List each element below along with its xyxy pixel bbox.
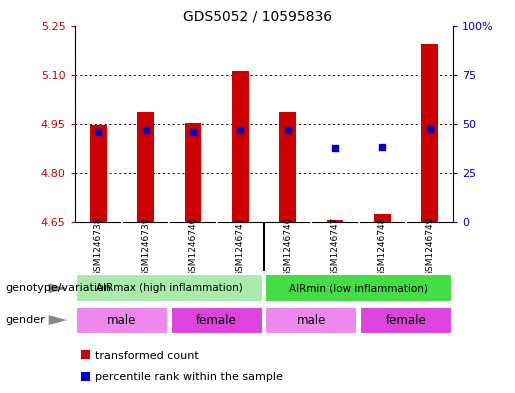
Point [283,127,291,133]
Bar [279,112,296,222]
Text: gender: gender [5,315,45,325]
Bar [327,220,343,222]
Text: female: female [196,314,237,327]
Text: AIRmin (low inflammation): AIRmin (low inflammation) [289,283,428,293]
Point [142,127,150,134]
Point [236,127,245,133]
Bar [421,44,438,222]
Bar [81,372,90,381]
Bar [265,274,452,302]
Bar [232,72,249,222]
Polygon shape [48,315,67,325]
Point [189,129,197,135]
Bar [138,112,154,222]
Text: male: male [107,314,136,327]
Point [331,145,339,152]
Text: GSM1246748: GSM1246748 [377,217,387,277]
Text: percentile rank within the sample: percentile rank within the sample [95,372,283,382]
Text: genotype/variation: genotype/variation [5,283,111,293]
Point [425,126,434,132]
Bar [81,351,90,359]
Text: male: male [297,314,326,327]
Polygon shape [48,283,67,293]
Bar [360,307,452,334]
Text: GSM1246738: GSM1246738 [94,217,103,277]
Text: GSM1246740: GSM1246740 [188,217,197,277]
Text: GSM1246739: GSM1246739 [141,217,150,277]
Bar [76,307,168,334]
Text: transformed count: transformed count [95,351,199,361]
Text: GDS5052 / 10595836: GDS5052 / 10595836 [183,10,332,24]
Text: GSM1246749: GSM1246749 [425,217,434,277]
Bar [374,214,390,222]
Point [94,129,102,135]
Text: female: female [386,314,426,327]
Bar [185,123,201,222]
Bar [265,307,357,334]
Bar [90,125,107,222]
Text: GSM1246747: GSM1246747 [331,217,339,277]
Bar [171,307,263,334]
Bar [76,274,263,302]
Text: GSM1246746: GSM1246746 [283,217,292,277]
Point [378,144,386,151]
Text: GSM1246741: GSM1246741 [236,217,245,277]
Text: AIRmax (high inflammation): AIRmax (high inflammation) [96,283,243,293]
